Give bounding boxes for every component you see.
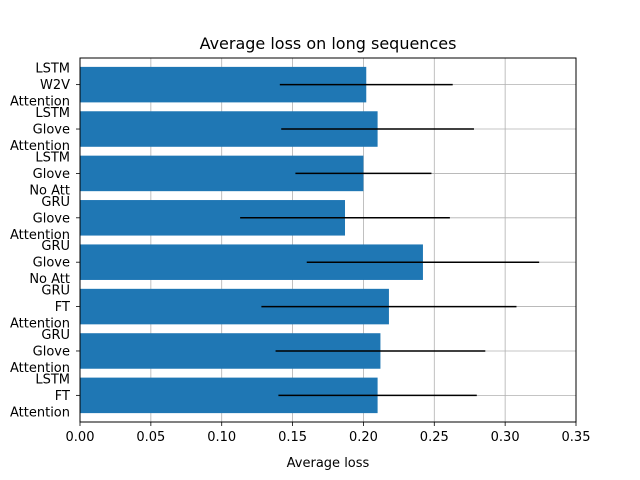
x-tick-label: 0.15: [278, 430, 307, 445]
error-bars: [240, 83, 540, 397]
y-tick-label: GRU Glove No Att: [29, 239, 70, 287]
x-axis-label: Average loss: [287, 456, 370, 471]
x-axis-ticks: 0.00 0.05 0.10 0.15 0.20 0.25 0.30 0.35: [66, 422, 591, 445]
plot-area-frame: [79, 57, 577, 423]
y-tick-label: GRU Glove Attention: [10, 195, 70, 243]
bars: [80, 66, 423, 414]
x-tick-label: 0.35: [562, 430, 591, 445]
x-tick-label: 0.10: [207, 430, 236, 445]
y-tick-label: LSTM W2V Attention: [10, 62, 70, 110]
y-tick-label: LSTM Glove No Att: [29, 150, 70, 198]
x-tick-label: 0.00: [66, 430, 95, 445]
y-tick-label: LSTM FT Attention: [10, 372, 70, 420]
x-tick-label: 0.25: [420, 430, 449, 445]
x-tick-label: 0.05: [136, 430, 165, 445]
y-tick-label: LSTM Glove Attention: [10, 106, 70, 154]
x-tick-label: 0.20: [349, 430, 378, 445]
y-tick-label: GRU FT Attention: [10, 284, 70, 332]
chart-title: Average loss on long sequences: [200, 34, 457, 53]
y-tick-label: GRU Glove Attention: [10, 328, 70, 376]
x-tick-label: 0.30: [491, 430, 520, 445]
